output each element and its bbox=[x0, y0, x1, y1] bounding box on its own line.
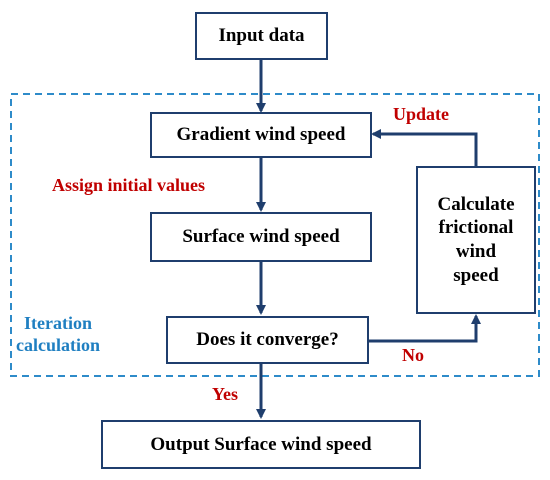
frictional-line-3: wind bbox=[455, 241, 497, 262]
surface-wind-speed-node: Surface wind speed bbox=[150, 212, 372, 262]
iteration-line-1: Iteration bbox=[24, 313, 92, 333]
calculate-frictional-wind-speed-node: Calculate frictional wind speed bbox=[416, 166, 536, 314]
iteration-calculation-label: Iteration calculation bbox=[16, 313, 100, 356]
yes-label: Yes bbox=[212, 384, 238, 404]
iteration-frame bbox=[10, 93, 540, 377]
arrow-update-to-gradient bbox=[371, 129, 478, 166]
update-label: Update bbox=[393, 104, 450, 124]
gradient-wind-speed-node: Gradient wind speed bbox=[150, 112, 372, 158]
arrow-no-to-frictional bbox=[369, 314, 481, 343]
iteration-line-2: calculation bbox=[16, 334, 100, 355]
assign-initial-values-label: Assign initial values bbox=[52, 175, 206, 195]
frictional-line-1: Calculate bbox=[437, 193, 515, 215]
output-surface-wind-speed-node: Output Surface wind speed bbox=[101, 420, 421, 469]
no-label: No bbox=[402, 345, 424, 365]
input-data-node: Input data bbox=[195, 12, 328, 60]
converge-decision-node: Does it converge? bbox=[166, 316, 369, 364]
frictional-line-4: speed bbox=[453, 264, 499, 286]
frictional-line-2: frictional bbox=[438, 217, 514, 239]
